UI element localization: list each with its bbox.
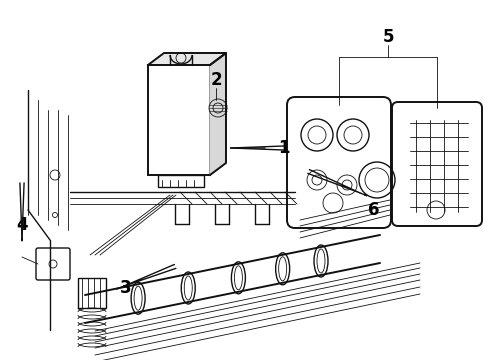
Text: 4: 4 [16, 216, 28, 234]
Text: 2: 2 [210, 71, 222, 89]
Polygon shape [210, 53, 226, 175]
Text: 3: 3 [120, 279, 132, 297]
Bar [158, 175, 204, 187]
Polygon shape [148, 53, 226, 65]
Bar [78, 278, 106, 308]
Bar [148, 65, 210, 175]
Text: 6: 6 [368, 201, 379, 219]
Text: 5: 5 [382, 28, 394, 46]
Text: 1: 1 [278, 139, 290, 157]
